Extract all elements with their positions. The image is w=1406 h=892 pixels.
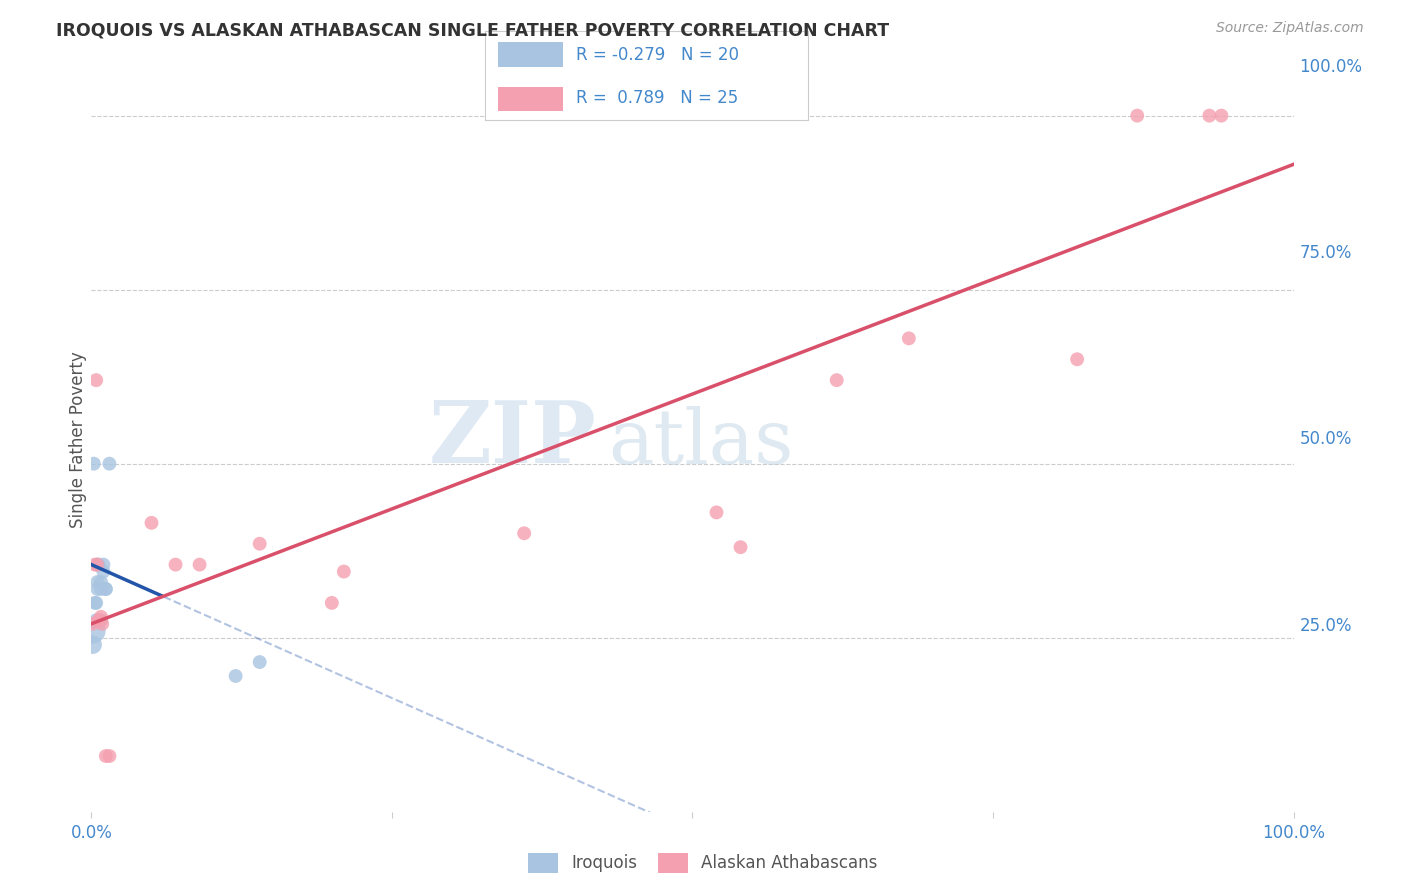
Point: [98, 457, 121, 471]
Point: [730, 540, 752, 554]
Point: [93, 565, 115, 579]
FancyBboxPatch shape: [498, 42, 562, 67]
Point: [84, 373, 107, 387]
Point: [94, 749, 117, 764]
Point: [225, 669, 247, 683]
Text: 50.0%: 50.0%: [1299, 430, 1353, 449]
Point: [93, 558, 115, 572]
Point: [91, 616, 114, 631]
Point: [83, 457, 105, 471]
Point: [90, 582, 112, 596]
Point: [90, 613, 112, 627]
Point: [165, 558, 187, 572]
Point: [89, 613, 111, 627]
Point: [84, 596, 107, 610]
Point: [825, 373, 848, 387]
Point: [141, 516, 163, 530]
Point: [84, 596, 107, 610]
Point: [249, 655, 271, 669]
Point: [897, 331, 920, 345]
Text: R = -0.279   N = 20: R = -0.279 N = 20: [575, 46, 738, 64]
Text: 100.0%: 100.0%: [1299, 58, 1362, 76]
Text: 25.0%: 25.0%: [1299, 616, 1353, 634]
Point: [1198, 109, 1220, 123]
Y-axis label: Single Father Poverty: Single Father Poverty: [69, 351, 87, 528]
Text: R =  0.789   N = 25: R = 0.789 N = 25: [575, 89, 738, 107]
Point: [84, 558, 107, 572]
Legend: Iroquois, Alaskan Athabascans: Iroquois, Alaskan Athabascans: [522, 847, 884, 880]
Point: [86, 574, 108, 589]
Point: [94, 582, 117, 596]
Point: [513, 526, 536, 541]
Point: [86, 558, 108, 572]
Point: [82, 624, 104, 638]
Point: [706, 505, 728, 519]
Point: [1211, 109, 1233, 123]
Text: atlas: atlas: [609, 406, 793, 480]
Point: [82, 616, 104, 631]
Point: [333, 565, 356, 579]
Point: [1126, 109, 1149, 123]
Text: Source: ZipAtlas.com: Source: ZipAtlas.com: [1216, 21, 1364, 36]
Point: [90, 574, 112, 589]
Point: [188, 558, 211, 572]
FancyBboxPatch shape: [498, 87, 562, 112]
Point: [321, 596, 343, 610]
Point: [87, 558, 110, 572]
Text: 75.0%: 75.0%: [1299, 244, 1353, 262]
Point: [249, 537, 271, 551]
Point: [86, 582, 108, 596]
Point: [82, 638, 104, 652]
Point: [94, 582, 117, 596]
Point: [86, 558, 108, 572]
Point: [84, 613, 107, 627]
Text: IROQUOIS VS ALASKAN ATHABASCAN SINGLE FATHER POVERTY CORRELATION CHART: IROQUOIS VS ALASKAN ATHABASCAN SINGLE FA…: [56, 21, 890, 39]
Point: [90, 609, 112, 624]
Point: [1066, 352, 1088, 367]
Text: ZIP: ZIP: [429, 397, 596, 482]
Point: [98, 749, 121, 764]
Point: [87, 613, 110, 627]
